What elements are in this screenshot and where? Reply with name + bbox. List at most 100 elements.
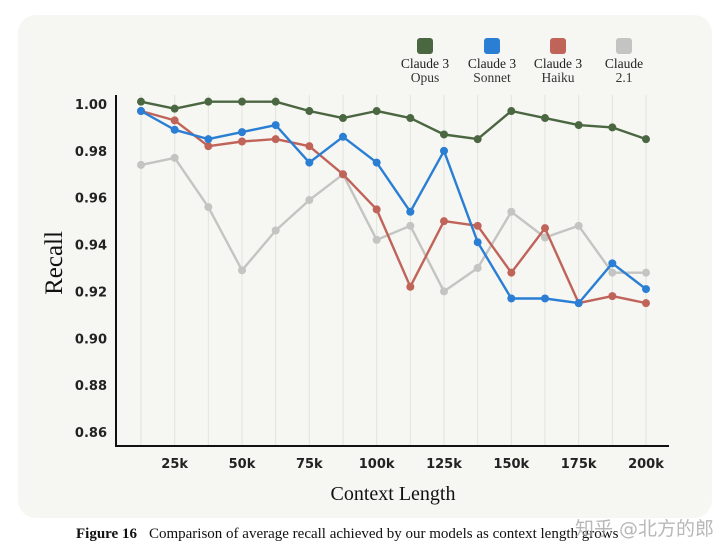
data-point — [507, 207, 516, 216]
data-point — [440, 287, 448, 296]
data-point — [170, 104, 179, 113]
data-point — [473, 221, 482, 230]
data-point — [170, 153, 179, 162]
data-point — [608, 259, 617, 268]
series-claude-3-opus — [137, 97, 650, 144]
legend-label: Claude 3 — [534, 56, 583, 71]
data-point — [238, 128, 246, 137]
data-point — [473, 135, 482, 144]
data-point — [574, 221, 583, 230]
data-point — [406, 114, 415, 123]
x-tick-label: 100k — [359, 457, 395, 472]
legend-sublabel: 2.1 — [616, 70, 633, 85]
data-point — [440, 130, 448, 139]
y-axis-label: Recall — [41, 231, 68, 295]
data-point — [339, 170, 347, 179]
legend-sublabel: Sonnet — [473, 70, 511, 85]
y-tick-labels: 1.00 0.98 0.96 0.94 0.92 0.90 0.88 0.86 — [75, 98, 107, 441]
data-point — [238, 266, 246, 275]
data-point — [339, 114, 347, 123]
chart-card — [18, 15, 712, 518]
x-tick-label: 50k — [229, 457, 256, 472]
data-point — [170, 116, 179, 125]
legend-sublabel: Haiku — [542, 70, 575, 85]
series-group — [137, 97, 650, 308]
legend-swatch — [417, 38, 433, 54]
data-point — [372, 107, 381, 116]
y-tick-label: 0.98 — [75, 145, 107, 160]
data-point — [372, 158, 381, 167]
x-tick-label: 125k — [426, 457, 462, 472]
gridlines — [140, 95, 647, 446]
data-point — [574, 299, 583, 308]
data-point — [204, 135, 213, 144]
data-point — [271, 135, 280, 144]
series-claude-3-sonnet — [137, 107, 650, 308]
data-point — [642, 135, 650, 144]
data-point — [406, 207, 415, 216]
x-tick-label: 25k — [161, 457, 188, 472]
data-point — [305, 107, 314, 116]
data-point — [406, 282, 415, 291]
data-point — [642, 299, 650, 308]
data-point — [372, 205, 381, 214]
legend-swatch — [550, 38, 566, 54]
y-tick-label: 0.88 — [75, 379, 107, 394]
data-point — [507, 268, 516, 277]
series-claude-3-haiku — [137, 107, 650, 308]
data-point — [339, 132, 347, 141]
data-point — [204, 203, 213, 212]
figure-caption-text: Comparison of average recall achieved by… — [148, 526, 619, 542]
data-point — [238, 137, 246, 146]
y-tick-label: 0.92 — [75, 285, 107, 300]
data-point — [608, 123, 617, 132]
series-line — [140, 156, 646, 293]
data-point — [440, 217, 448, 226]
data-point — [137, 160, 145, 169]
data-point — [137, 97, 145, 106]
watermark: 知乎 @北方的郎 — [575, 518, 715, 540]
legend-label: Claude 3 — [401, 56, 450, 71]
data-point — [305, 196, 314, 205]
legend-swatch — [616, 38, 632, 54]
data-point — [608, 268, 617, 277]
data-point — [271, 97, 280, 106]
data-point — [541, 294, 549, 303]
data-point — [372, 235, 381, 244]
data-point — [642, 285, 650, 294]
data-point — [541, 114, 549, 123]
y-tick-label: 0.94 — [75, 239, 107, 254]
series-line — [140, 100, 647, 141]
legend-label: Claude 3 — [468, 56, 517, 71]
y-tick-label: 0.86 — [75, 426, 107, 441]
data-point — [608, 292, 617, 301]
y-tick-label: 0.90 — [75, 332, 107, 347]
series-claude-2-1 — [137, 153, 650, 296]
x-tick-label: 75k — [296, 457, 323, 472]
data-point — [271, 121, 280, 130]
series-line — [140, 109, 647, 305]
figure-caption-label: Figure 16 — [76, 526, 137, 542]
legend-sublabel: Opus — [411, 70, 440, 85]
data-point — [271, 226, 280, 235]
data-point — [642, 268, 650, 277]
x-axis-label: Context Length — [331, 483, 456, 505]
data-point — [204, 142, 213, 151]
x-tick-label: 175k — [561, 457, 597, 472]
data-point — [473, 238, 482, 247]
legend-label: Claude — [605, 56, 643, 71]
figure-caption: Figure 16 Comparison of average recall ac… — [76, 526, 618, 543]
data-point — [170, 125, 179, 134]
series-line — [140, 109, 647, 305]
legend-swatch — [484, 38, 500, 54]
y-tick-label: 0.96 — [75, 192, 107, 207]
data-point — [473, 264, 482, 272]
x-tick-label: 200k — [628, 457, 664, 472]
y-tick-label: 1.00 — [75, 98, 107, 113]
